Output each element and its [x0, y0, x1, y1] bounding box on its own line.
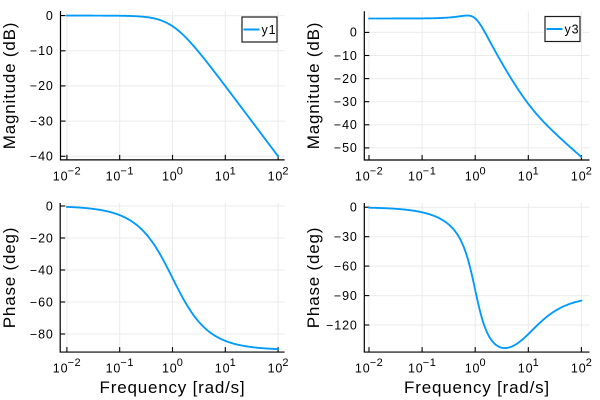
svg-text:−30: −30: [30, 114, 54, 128]
svg-text:10: 10: [162, 170, 178, 184]
svg-text:2: 2: [586, 165, 593, 177]
svg-text:0: 0: [177, 165, 184, 177]
svg-text:2: 2: [586, 357, 593, 369]
svg-text:1: 1: [533, 357, 540, 369]
svg-text:10: 10: [162, 361, 178, 375]
svg-text:10: 10: [53, 170, 69, 184]
svg-text:10: 10: [53, 361, 69, 375]
svg-text:10: 10: [106, 361, 122, 375]
svg-text:Frequency [rad/s]: Frequency [rad/s]: [404, 378, 550, 397]
svg-text:−10: −10: [334, 49, 358, 63]
svg-text:−90: −90: [334, 289, 358, 303]
svg-text:10: 10: [408, 361, 424, 375]
svg-text:y1: y1: [262, 23, 277, 37]
svg-text:−40: −40: [334, 118, 358, 132]
svg-text:10: 10: [571, 170, 587, 184]
svg-text:10: 10: [465, 361, 481, 375]
svg-text:Magnitude (dB): Magnitude (dB): [0, 22, 19, 149]
svg-text:0: 0: [480, 165, 487, 177]
svg-text:Frequency [rad/s]: Frequency [rad/s]: [100, 378, 246, 397]
svg-text:−2: −2: [68, 357, 82, 369]
svg-text:−2: −2: [370, 357, 384, 369]
svg-text:0: 0: [350, 26, 358, 40]
svg-text:−40: −40: [30, 150, 54, 164]
svg-text:10: 10: [355, 361, 371, 375]
svg-text:−10: −10: [30, 44, 54, 58]
svg-text:−20: −20: [30, 79, 54, 93]
svg-text:Phase (deg): Phase (deg): [304, 227, 323, 328]
svg-text:−1: −1: [423, 357, 437, 369]
svg-text:−20: −20: [334, 72, 358, 86]
svg-text:10: 10: [215, 361, 231, 375]
svg-text:1: 1: [230, 165, 237, 177]
svg-text:1: 1: [230, 357, 237, 369]
svg-text:−20: −20: [30, 231, 54, 245]
svg-text:0: 0: [46, 199, 54, 213]
svg-text:Phase (deg): Phase (deg): [0, 227, 19, 328]
svg-text:y3: y3: [565, 22, 580, 36]
svg-text:−1: −1: [120, 357, 134, 369]
svg-text:0: 0: [350, 201, 358, 215]
svg-text:−2: −2: [370, 165, 384, 177]
svg-text:10: 10: [355, 170, 371, 184]
svg-text:−80: −80: [30, 327, 54, 341]
svg-text:2: 2: [282, 165, 289, 177]
svg-text:−40: −40: [30, 263, 54, 277]
svg-text:10: 10: [465, 170, 481, 184]
svg-text:−50: −50: [334, 141, 358, 155]
svg-text:10: 10: [571, 361, 587, 375]
svg-text:10: 10: [268, 361, 284, 375]
svg-text:−30: −30: [334, 95, 358, 109]
svg-text:−60: −60: [30, 295, 54, 309]
svg-text:10: 10: [215, 170, 231, 184]
svg-text:10: 10: [518, 170, 534, 184]
svg-text:10: 10: [518, 361, 534, 375]
svg-text:0: 0: [46, 9, 54, 23]
svg-text:0: 0: [177, 357, 184, 369]
svg-text:10: 10: [268, 170, 284, 184]
svg-text:Magnitude (dB): Magnitude (dB): [304, 22, 323, 149]
svg-text:−30: −30: [334, 230, 358, 244]
svg-text:10: 10: [408, 170, 424, 184]
svg-text:−1: −1: [120, 165, 134, 177]
svg-text:0: 0: [480, 357, 487, 369]
svg-text:1: 1: [533, 165, 540, 177]
svg-text:−2: −2: [68, 165, 82, 177]
svg-text:10: 10: [106, 170, 122, 184]
svg-text:−1: −1: [423, 165, 437, 177]
svg-text:−120: −120: [326, 318, 358, 332]
svg-text:−60: −60: [334, 259, 358, 273]
svg-text:2: 2: [282, 357, 289, 369]
